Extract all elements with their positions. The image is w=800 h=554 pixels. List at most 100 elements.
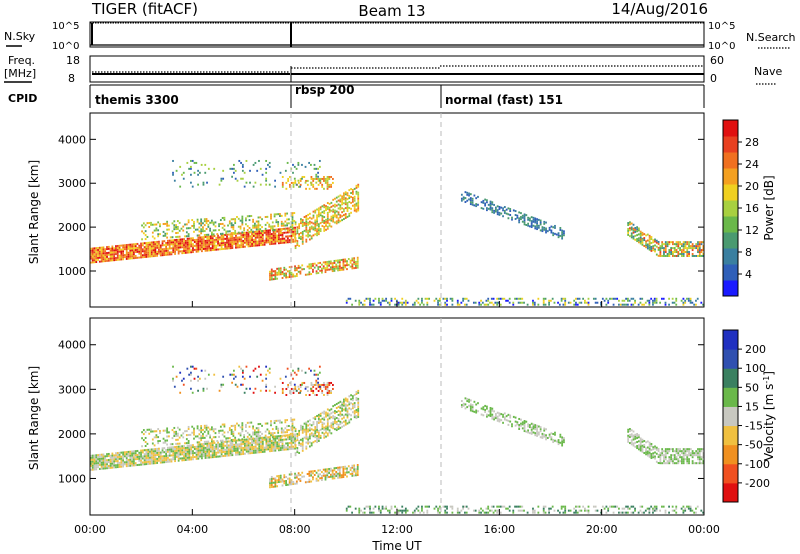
velocity-cell (172, 446, 175, 449)
power-cell (668, 243, 671, 246)
velocity-cell (263, 438, 266, 441)
colorbar-swatch (723, 184, 738, 201)
power-cell (684, 245, 687, 248)
power-cell (232, 232, 235, 235)
velocity-cell (385, 505, 388, 508)
power-cell (485, 303, 488, 306)
power-cell (245, 241, 248, 244)
power-cell (349, 265, 352, 268)
power-cell (474, 301, 477, 304)
power-cell (700, 243, 703, 246)
velocity-cell (511, 425, 513, 428)
velocity-cell (193, 451, 196, 455)
power-cell (220, 244, 223, 247)
velocity-cell (385, 507, 388, 510)
power-cell (326, 175, 329, 178)
velocity-cell (686, 456, 689, 459)
velocity-cell (301, 475, 304, 478)
power-cell (281, 181, 284, 184)
velocity-cell (292, 447, 295, 450)
velocity-cell (95, 466, 98, 469)
velocity-cell (305, 385, 307, 388)
velocity-cell (206, 448, 209, 451)
velocity-cell (278, 476, 280, 479)
velocity-cell (159, 439, 161, 442)
power-cell (157, 229, 160, 232)
power-cell (482, 199, 485, 202)
power-cell (285, 235, 287, 238)
velocity-cell (228, 437, 231, 440)
power-cell (643, 239, 646, 242)
power-cell (330, 175, 333, 178)
velocity-cell (194, 435, 197, 438)
power-cell (209, 227, 212, 230)
power-cell (527, 216, 530, 219)
velocity-cell (260, 443, 262, 446)
velocity-cell (236, 445, 239, 448)
power-cell (220, 177, 223, 180)
power-cell (627, 224, 630, 227)
velocity-cell (536, 432, 538, 435)
power-cell (507, 217, 510, 220)
power-cell (147, 255, 150, 258)
velocity-cell (308, 472, 311, 475)
velocity-cell (141, 451, 144, 454)
velocity-cell (276, 441, 279, 444)
velocity-cell (310, 444, 313, 447)
velocity-cell (289, 381, 291, 384)
velocity-cell (120, 459, 123, 462)
power-cell (124, 256, 126, 259)
velocity-cell (413, 509, 416, 512)
velocity-cell (301, 381, 304, 384)
power-cell (300, 220, 302, 223)
velocity-cell (195, 449, 198, 452)
power-cell (686, 251, 689, 254)
power-cell (217, 240, 219, 243)
power-cell (319, 214, 322, 217)
velocity-cell (95, 458, 98, 461)
velocity-cell (186, 444, 189, 447)
power-cell (673, 249, 676, 252)
power-cell (266, 215, 269, 218)
power-cell (698, 241, 701, 244)
power-cell (182, 229, 185, 232)
power-cell (682, 251, 685, 254)
power-cell (184, 243, 187, 246)
power-cell (330, 201, 333, 204)
velocity-cell (144, 436, 147, 439)
power-cell (508, 297, 511, 300)
power-cell (541, 230, 544, 233)
velocity-cell (292, 377, 294, 380)
power-cell (666, 243, 669, 246)
velocity-cell (480, 511, 482, 514)
power-cell (254, 234, 257, 237)
velocity-cell (229, 448, 232, 451)
velocity-cell (679, 454, 681, 457)
power-cell (628, 299, 631, 302)
velocity-cell (349, 469, 352, 472)
velocity-cell (301, 431, 304, 434)
velocity-cell (134, 464, 137, 467)
velocity-cell (330, 432, 333, 435)
velocity-cell (178, 442, 181, 445)
power-cell (104, 252, 107, 255)
power-cell (245, 237, 248, 240)
power-cell (198, 171, 201, 174)
power-cell (335, 214, 338, 217)
power-cell (230, 224, 233, 227)
power-cell (312, 177, 315, 180)
power-cell (594, 297, 597, 300)
power-cell (326, 262, 329, 265)
power-cell (265, 229, 268, 232)
power-cell (283, 272, 286, 275)
velocity-cell (274, 391, 276, 394)
power-cell (278, 228, 280, 231)
power-cell (166, 222, 169, 225)
power-cell (102, 256, 105, 259)
velocity-cell (172, 448, 175, 451)
power-cell (211, 249, 214, 252)
velocity-cell (605, 511, 608, 514)
power-cell (176, 225, 179, 228)
power-cell (351, 303, 353, 306)
velocity-cell (212, 436, 215, 439)
